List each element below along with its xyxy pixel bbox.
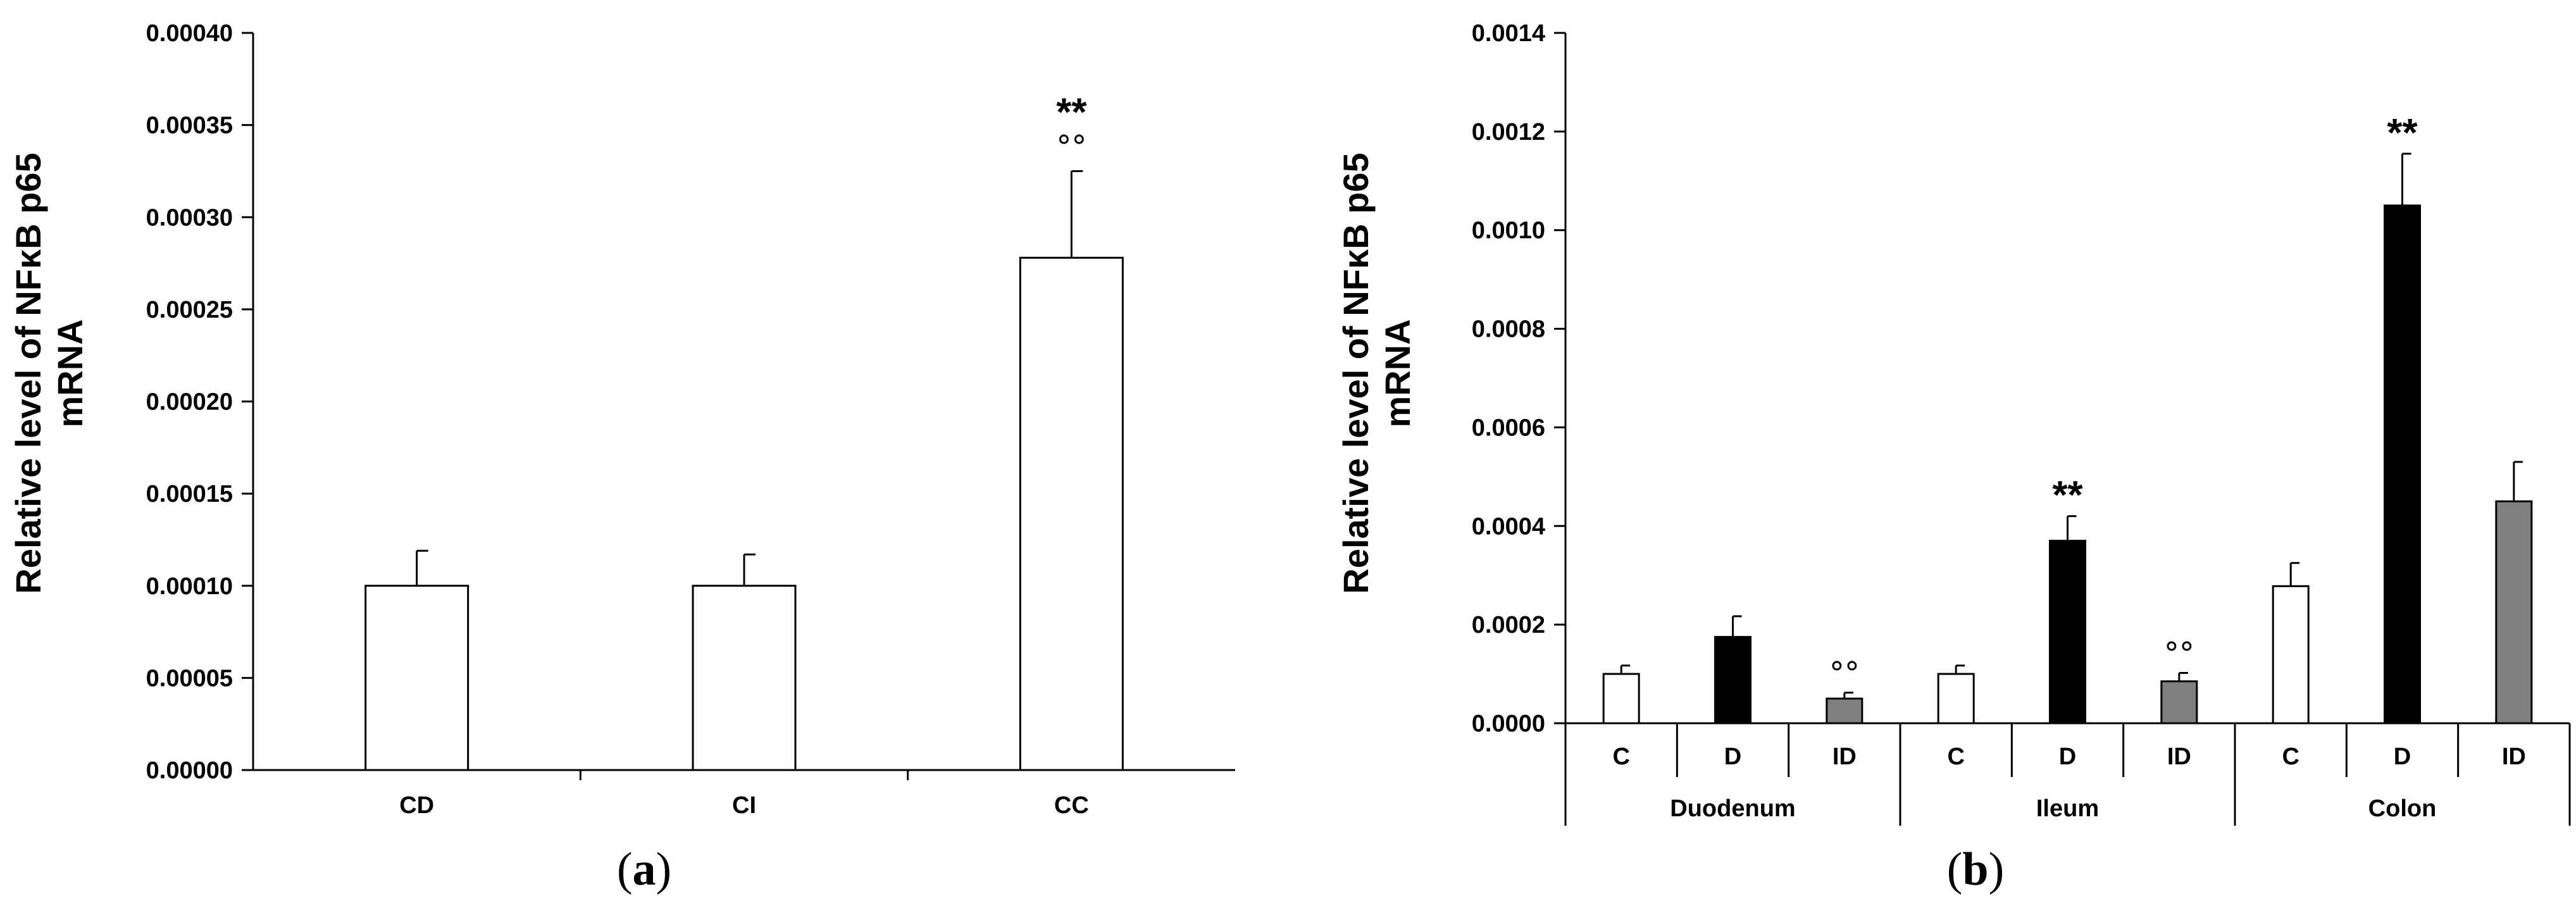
y-axis-label-line2: mRNA <box>50 319 90 427</box>
y-tick-label: 0.0002 <box>1472 612 1545 638</box>
y-axis-label-line1: Relative level of NFκB p65 <box>8 152 48 594</box>
y-tick-label: 0.00015 <box>146 481 233 507</box>
x-group-label: Duodenum <box>1670 795 1795 822</box>
x-category-label: C <box>1947 743 1964 770</box>
y-tick-label: 0.00020 <box>146 389 233 416</box>
y-axis-label-line1: Relative level of NFκB p65 <box>1336 152 1376 594</box>
y-axis-label: Relative level of NFκB p65mRNA <box>8 152 90 594</box>
significance-label: °° <box>2164 637 2194 672</box>
panel-paren-close: ) <box>1989 843 2005 895</box>
y-tick-label: 0.00040 <box>146 20 233 47</box>
bar <box>2384 204 2421 725</box>
panel-label: (a) <box>617 843 671 895</box>
bar <box>1826 697 1864 725</box>
chart-panel-b: 0.0000 0.0002 0.0004 0.0006 0.0008 0.0010 0.00… <box>1336 20 2571 895</box>
panel-letter: b <box>1962 843 1988 895</box>
y-tick-label: 0.0014 <box>1472 20 1545 47</box>
y-axis-label: Relative level of NFκB p65mRNA <box>1336 152 1417 594</box>
bar <box>2049 540 2086 725</box>
significance-label: °° <box>1056 129 1086 165</box>
x-category-label: ID <box>2502 743 2526 770</box>
x-category-label: ID <box>2167 743 2191 770</box>
y-tick-label: 0.0008 <box>1472 316 1545 343</box>
x-category-label: CC <box>1054 792 1089 819</box>
y-tick-label: 0.0000 <box>1472 711 1545 737</box>
panel-label: (b) <box>1947 843 2004 895</box>
y-tick-label: 0.00035 <box>146 113 233 139</box>
significance-label: ** <box>2052 474 2083 518</box>
bar <box>1937 673 1975 725</box>
bar <box>2160 680 2198 725</box>
bar <box>364 585 470 771</box>
y-tick-label: 0.0012 <box>1472 119 1545 146</box>
y-tick-label: 0.00010 <box>146 573 233 600</box>
bar <box>2495 500 2533 725</box>
y-tick-label: 0.00025 <box>146 297 233 323</box>
y-tick-label: 0.00030 <box>146 204 233 231</box>
x-category-label: ID <box>1832 743 1857 770</box>
panel-letter: a <box>633 843 656 895</box>
y-tick-label: 0.0004 <box>1472 513 1545 540</box>
x-category-label: CD <box>399 792 434 819</box>
x-category-label: D <box>2394 743 2411 770</box>
x-category-label: C <box>2282 743 2299 770</box>
panel-paren-open: ( <box>617 843 633 895</box>
bar <box>692 585 797 771</box>
bar <box>1602 673 1640 725</box>
x-category-label: C <box>1612 743 1629 770</box>
x-category-label: CI <box>732 792 756 819</box>
y-tick-label: 0.00005 <box>146 665 233 692</box>
significance-label: ** <box>1056 90 1087 134</box>
significance-label: ** <box>2387 111 2418 155</box>
bar <box>1019 256 1124 771</box>
bar <box>1714 636 1752 725</box>
y-tick-label: 0.0010 <box>1472 218 1545 244</box>
x-group-label: Ileum <box>2036 795 2099 822</box>
y-tick-label: 0.0006 <box>1472 414 1545 441</box>
significance-label: °° <box>1829 656 1860 692</box>
x-category-label: D <box>2059 743 2076 770</box>
x-category-label: D <box>1724 743 1741 770</box>
panel-paren-close: ) <box>656 843 672 895</box>
x-group-label: Colon <box>2368 795 2437 822</box>
bar <box>2272 585 2310 725</box>
y-axis-label-line2: mRNA <box>1378 319 1417 427</box>
chart-panel-a: 0.00000 0.00005 0.00010 0.00015 0.00020 0.000… <box>8 20 1235 895</box>
y-tick-label: 0.00000 <box>146 757 233 784</box>
panel-paren-open: ( <box>1947 843 1963 895</box>
